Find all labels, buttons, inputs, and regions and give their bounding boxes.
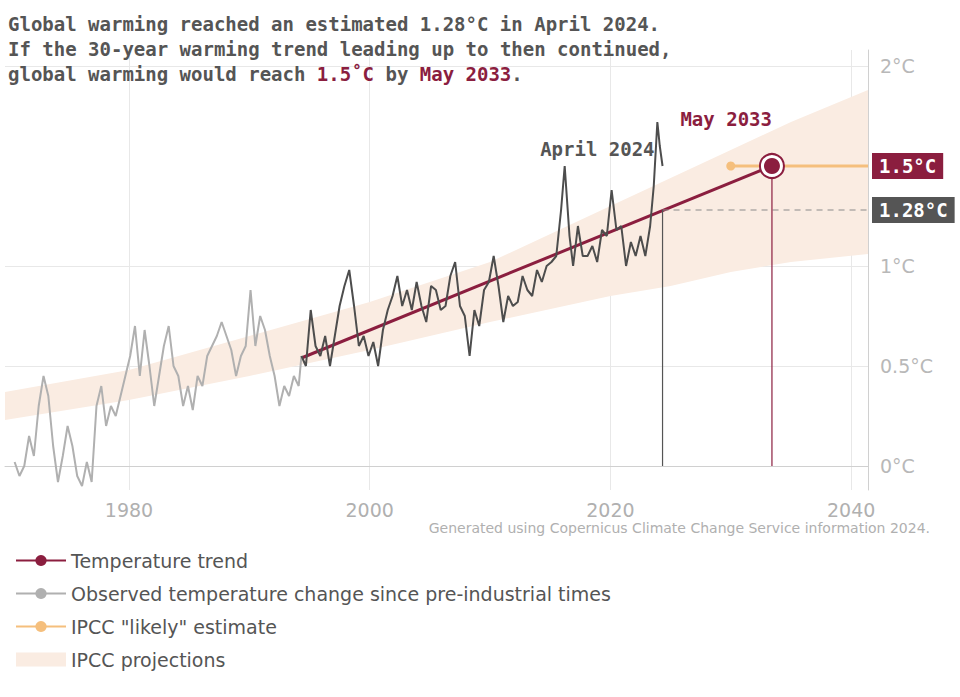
svg-text:IPCC projections: IPCC projections xyxy=(71,649,225,671)
svg-text:1.5˚C: 1.5˚C xyxy=(317,63,374,85)
svg-text:Global warming reached an esti: Global warming reached an estimated xyxy=(8,13,420,35)
svg-text:Generated using Copernicus Cli: Generated using Copernicus Climate Chang… xyxy=(429,520,930,536)
svg-text:0.5°C: 0.5°C xyxy=(880,355,933,377)
svg-text:April 2024: April 2024 xyxy=(534,13,648,35)
svg-text:April 2024: April 2024 xyxy=(540,138,654,160)
svg-text:Observed temperature change si: Observed temperature change since pre-in… xyxy=(71,583,611,605)
svg-text:2°C: 2°C xyxy=(880,55,915,77)
svg-text:2000: 2000 xyxy=(346,499,394,521)
svg-text:0°C: 0°C xyxy=(880,455,915,477)
svg-text:by: by xyxy=(374,63,420,85)
svg-text:2020: 2020 xyxy=(586,499,634,521)
svg-text:1.5°C: 1.5°C xyxy=(879,155,936,177)
svg-text:global warming would reach: global warming would reach xyxy=(8,63,317,85)
svg-text:May 2033: May 2033 xyxy=(420,63,512,85)
svg-text:in: in xyxy=(488,13,534,35)
svg-text:May 2033: May 2033 xyxy=(680,108,772,130)
svg-text:1.28°C: 1.28°C xyxy=(420,13,489,35)
svg-text:IPCC "likely" estimate: IPCC "likely" estimate xyxy=(71,616,277,638)
svg-text:2040: 2040 xyxy=(827,499,875,521)
svg-text:If the 30-year warming trend l: If the 30-year warming trend leading up … xyxy=(8,38,671,60)
svg-text:1980: 1980 xyxy=(105,499,153,521)
svg-text:1.28°C: 1.28°C xyxy=(879,199,948,221)
svg-text:.: . xyxy=(649,13,660,35)
svg-text:1°C: 1°C xyxy=(880,255,915,277)
svg-text:.: . xyxy=(511,63,522,85)
svg-text:Temperature trend: Temperature trend xyxy=(70,550,248,572)
